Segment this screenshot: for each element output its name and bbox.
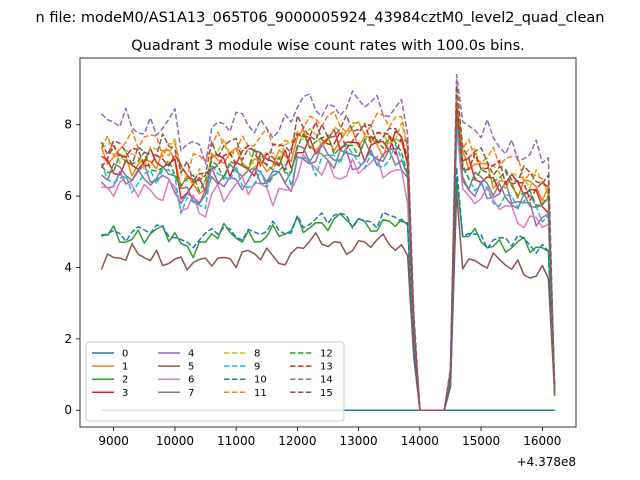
x-tick-label: 16000 [523, 434, 561, 448]
figure-suptitle: n file: modeM0/AS1A13_065T06_9000005924_… [36, 10, 605, 26]
legend-label: 12 [320, 349, 333, 360]
x-tick-label: 14000 [401, 434, 439, 448]
legend-label: 5 [188, 362, 194, 373]
x-tick-label: 13000 [340, 434, 378, 448]
legend-label: 3 [122, 388, 128, 399]
legend-label: 9 [254, 362, 260, 373]
x-tick-label: 9000 [98, 434, 129, 448]
y-tick-label: 6 [64, 189, 72, 203]
legend-label: 11 [254, 388, 267, 399]
x-offset-label: +4.378e8 [517, 455, 576, 469]
y-tick-label: 4 [64, 260, 72, 274]
x-tick-label: 15000 [462, 434, 500, 448]
legend-label: 0 [122, 349, 128, 360]
x-tick-label: 11000 [217, 434, 255, 448]
legend-label: 14 [320, 375, 333, 386]
chart-title: Quadrant 3 module wise count rates with … [131, 38, 525, 54]
legend-label: 2 [122, 375, 128, 386]
x-tick-label: 12000 [278, 434, 316, 448]
legend-label: 13 [320, 362, 333, 373]
legend-label: 4 [188, 349, 194, 360]
x-tick-label: 10000 [156, 434, 194, 448]
legend-label: 15 [320, 388, 333, 399]
legend-label: 1 [122, 362, 128, 373]
legend-label: 10 [254, 375, 267, 386]
y-tick-label: 0 [64, 403, 72, 417]
y-tick-label: 2 [64, 332, 72, 346]
legend-label: 8 [254, 349, 260, 360]
legend-label: 6 [188, 375, 194, 386]
y-tick-label: 8 [64, 118, 72, 132]
legend-label: 7 [188, 388, 194, 399]
